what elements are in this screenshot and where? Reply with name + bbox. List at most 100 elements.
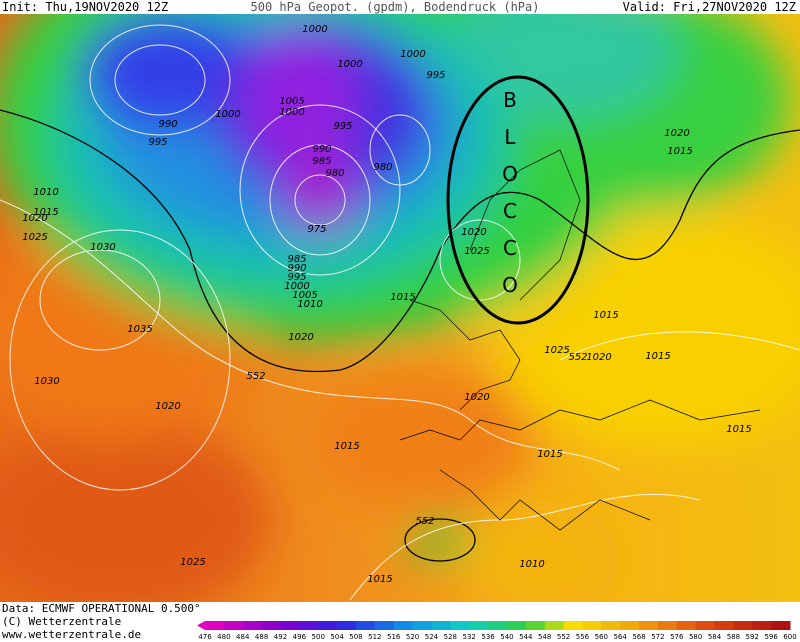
isobar-label: 1015 [367, 574, 392, 585]
colorbar-tick-label: 572 [651, 633, 664, 641]
colorbar-tick-label: 580 [689, 633, 702, 641]
map-title: 500 hPa Geopot. (gpdm), Bodendruck (hPa) [251, 0, 540, 14]
isobar-label: 1010 [297, 299, 322, 310]
isobar-label: 1025 [464, 246, 489, 257]
isobar-label: 1020 [288, 332, 313, 343]
colorbar-tick-label: 568 [632, 633, 645, 641]
colorbar-swatch [261, 621, 281, 630]
colorbar-tick-label: 536 [481, 633, 495, 641]
isobar-label: 985 [312, 156, 331, 167]
colorbar-tick-label: 560 [595, 633, 608, 641]
annotation-letter: O [502, 162, 518, 186]
data-source: Data: ECMWF OPERATIONAL 0.500° [2, 602, 201, 615]
isobar-label: 1030 [34, 376, 59, 387]
colorbar-end [197, 621, 205, 630]
colorbar-tick-label: 540 [500, 633, 513, 641]
colorbar-swatch [506, 621, 527, 630]
colorbar-tick-label: 588 [727, 633, 740, 641]
colorbar-swatch [544, 621, 565, 630]
colorbar-swatch [242, 621, 263, 630]
isobar-label: 552 [568, 352, 587, 363]
annotation-ellipse [446, 75, 590, 325]
isobar-label: 1025 [544, 345, 569, 356]
init-time: Init: Thu,19NOV2020 12Z [2, 0, 168, 14]
isobar-label: 1005 [279, 96, 304, 107]
isobar-label: 1015 [726, 424, 751, 435]
colorbar-swatch [223, 621, 244, 630]
colorbar-tick-label: 600 [783, 633, 796, 641]
map-field [0, 14, 800, 602]
isobar-label: 552 [246, 371, 265, 382]
website: www.wetterzentrale.de [2, 628, 141, 641]
colorbar-swatch [525, 621, 546, 630]
annotation-letter: B [503, 88, 517, 112]
colorbar-swatch [582, 621, 602, 630]
colorbar-tick-label: 504 [330, 633, 344, 641]
colorbar-tick-label: 528 [444, 633, 457, 641]
colorbar-tick-label: 532 [463, 633, 476, 641]
isobar-label: 1015 [390, 292, 415, 303]
isobar-label: 1010 [519, 559, 544, 570]
colorbar-swatch [450, 621, 470, 630]
isobar-label: 1005 [292, 290, 317, 301]
colorbar-tick-label: 584 [708, 633, 722, 641]
isobar-label: 1015 [334, 441, 359, 452]
isobar-label: 1020 [155, 401, 180, 412]
annotation-letter: C [503, 236, 517, 260]
isobar-label: 1000 [302, 24, 327, 35]
colorbar-tick-label: 524 [425, 633, 439, 641]
colorbar-swatch [657, 621, 678, 630]
isobar-label: 980 [373, 162, 392, 173]
colorbar-swatch [318, 621, 338, 630]
colorbar-swatch [601, 621, 621, 630]
isobar-label: 1020 [586, 352, 611, 363]
isobar-label: 1000 [215, 109, 240, 120]
isobar-label: 1015 [667, 146, 692, 157]
isobar-label: 1025 [180, 557, 205, 568]
isobar-label: 1020 [664, 128, 689, 139]
annotation-letter: C [503, 199, 517, 223]
annotation-letter: O [502, 273, 518, 297]
isobar-label: 1015 [645, 351, 670, 362]
colorbar-tick-label: 544 [519, 633, 533, 641]
isobar-label: 1015 [537, 449, 562, 460]
colorbar-tick-label: 508 [349, 633, 362, 641]
colorbar-swatch [639, 621, 659, 630]
isobar-label: 1025 [22, 232, 47, 243]
colorbar-swatch [355, 621, 376, 630]
colorbar: 476 480 484 488 492 496 500 504 508 512 516 520 524 5… [197, 621, 797, 641]
colorbar-tick-label: 596 [764, 633, 778, 641]
colorbar-swatch [676, 621, 697, 630]
isobar-label: 1030 [90, 242, 115, 253]
colorbar-swatch [469, 621, 489, 630]
isobar-label: 1015 [33, 207, 58, 218]
colorbar-tick-label: 576 [670, 633, 684, 641]
colorbar-tick-label: 492 [274, 633, 287, 641]
colorbar-swatch [563, 621, 583, 630]
isobar-label: 1015 [593, 310, 618, 321]
isobar-label: 990 [312, 144, 331, 155]
isobar-label: 980 [325, 168, 344, 179]
isobar-label: 1000 [337, 59, 362, 70]
colorbar-swatch [488, 621, 508, 630]
isobar-label: 995 [333, 121, 352, 132]
isobar-label: 990 [158, 119, 177, 130]
colorbar-tick-label: 516 [387, 633, 401, 641]
isobar-label: 995 [148, 137, 167, 148]
colorbar-swatch [752, 621, 772, 630]
colorbar-tick-label: 552 [557, 633, 570, 641]
isobar-label: 1000 [279, 107, 304, 118]
colorbar-tick-label: 512 [368, 633, 381, 641]
colorbar-tick-label: 592 [746, 633, 759, 641]
annotation-letter: L [504, 125, 516, 149]
copyright: (C) Wetterzentrale [2, 615, 121, 628]
isobar-label: 1000 [400, 49, 425, 60]
colorbar-swatch [280, 621, 300, 630]
colorbar-swatch [299, 621, 319, 630]
colorbar-swatch [714, 621, 734, 630]
isobar-label: 1020 [464, 392, 489, 403]
colorbar-swatch [695, 621, 716, 630]
isobar-label: 1020 [22, 213, 47, 224]
isobar-label: 995 [287, 272, 306, 283]
isobar-label: 975 [307, 224, 326, 235]
